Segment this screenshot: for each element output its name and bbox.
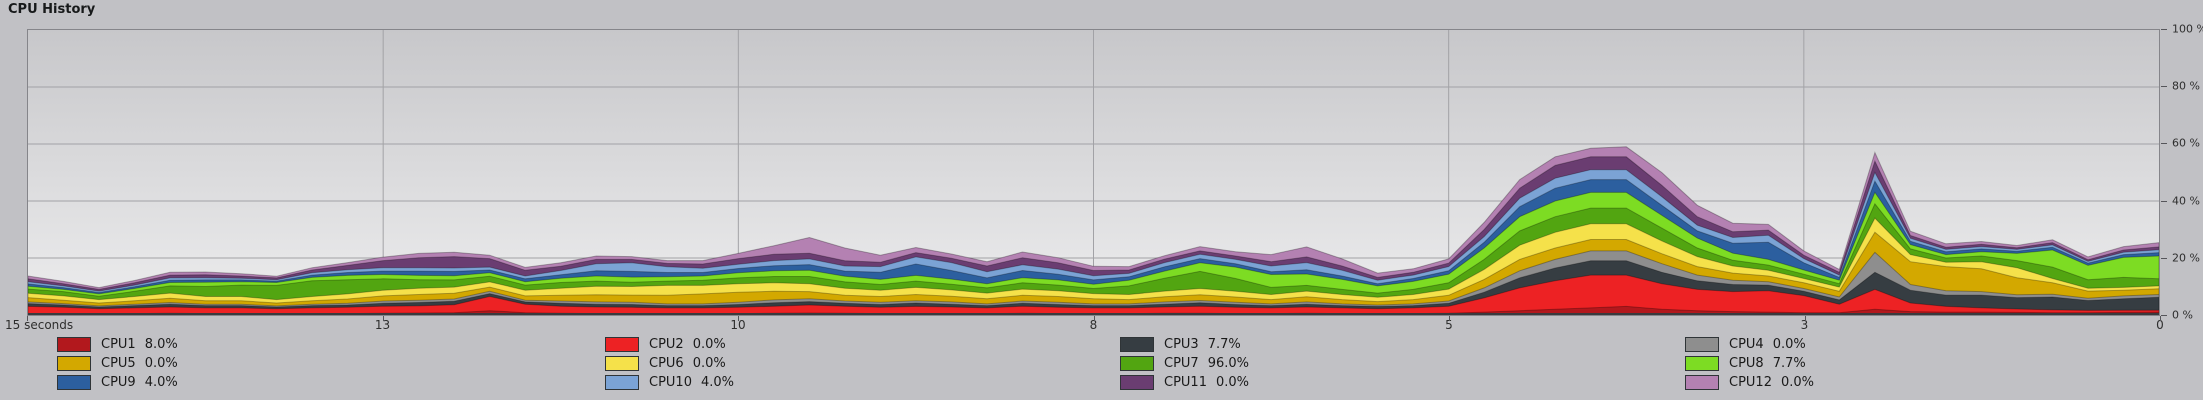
cpu6-color-swatch (605, 356, 639, 371)
legend-item-cpu8: CPU8 7.7% (1685, 356, 1814, 371)
cpu8-label: CPU8 (1729, 356, 1764, 371)
x-tick-mark (2160, 316, 2161, 321)
cpu11-value: 0.0% (1215, 375, 1250, 390)
cpu1-color-swatch (57, 337, 91, 352)
y-tick-mark (2161, 315, 2167, 316)
cpu4-label: CPU4 (1729, 337, 1764, 352)
cpu1-value: 8.0% (144, 337, 178, 352)
stacked-area-chart (28, 30, 2159, 315)
cpu7-color-swatch (1120, 356, 1154, 371)
cpu9-color-swatch (57, 375, 91, 390)
x-tick-mark (382, 316, 384, 321)
y-tick-mark (2161, 86, 2167, 88)
y-tick-label: 60 % (2172, 136, 2200, 150)
y-tick-mark (2161, 29, 2167, 30)
cpu11-label: CPU11 (1164, 375, 1207, 390)
y-tick-label: 100 % (2172, 22, 2203, 36)
legend-item-cpu5: CPU5 0.0% (57, 356, 178, 371)
y-tick-mark (2161, 257, 2167, 259)
y-tick-label: 40 % (2172, 194, 2200, 208)
cpu3-value: 7.7% (1207, 337, 1241, 352)
y-tick-label: 0 % (2172, 308, 2193, 322)
cpu12-label: CPU12 (1729, 375, 1772, 390)
cpu-history-chart (27, 29, 2160, 316)
cpu7-value: 96.0% (1207, 356, 1250, 371)
cpu9-label: CPU9 (101, 375, 136, 390)
cpu7-label: CPU7 (1164, 356, 1199, 371)
x-tick-label: 5 (1445, 318, 1453, 332)
cpu4-value: 0.0% (1772, 337, 1806, 352)
x-tick-label: 13 (374, 318, 391, 332)
legend-item-cpu2: CPU2 0.0% (605, 337, 734, 352)
cpu8-color-swatch (1685, 356, 1719, 371)
x-tick-mark (738, 316, 739, 321)
cpu6-label: CPU6 (649, 356, 684, 371)
x-tick-mark (1804, 316, 1806, 321)
cpu12-value: 0.0% (1780, 375, 1815, 390)
cpu8-value: 7.7% (1772, 356, 1806, 371)
x-tick-mark (27, 316, 28, 321)
legend-item-cpu10: CPU10 4.0% (605, 375, 734, 390)
legend-item-cpu1: CPU1 8.0% (57, 337, 178, 352)
cpu10-label: CPU10 (649, 375, 692, 390)
legend-item-cpu3: CPU3 7.7% (1120, 337, 1249, 352)
x-tick-label: 10 (730, 318, 746, 332)
y-tick-label: 20 % (2172, 251, 2200, 265)
page-title: CPU History (8, 2, 96, 17)
cpu3-color-swatch (1120, 337, 1154, 352)
legend-item-cpu6: CPU6 0.0% (605, 356, 734, 371)
legend-item-cpu9: CPU9 4.0% (57, 375, 178, 390)
cpu3-label: CPU3 (1164, 337, 1199, 352)
cpu11-color-swatch (1120, 375, 1154, 390)
cpu6-value: 0.0% (692, 356, 726, 371)
legend-column-3: CPU3 7.7% CPU7 96.0% CPU11 0.0% (1120, 337, 1249, 390)
x-tick-mark (1449, 316, 1450, 321)
x-tick-label: 8 (1089, 318, 1098, 332)
legend-item-cpu12: CPU12 0.0% (1685, 375, 1814, 390)
cpu9-value: 4.0% (144, 375, 178, 390)
cpu12-color-swatch (1685, 375, 1719, 390)
legend-column-4: CPU4 0.0% CPU8 7.7% CPU12 0.0% (1685, 337, 1814, 390)
legend-column-1: CPU1 8.0% CPU5 0.0% CPU9 4.0% (57, 337, 178, 390)
cpu5-color-swatch (57, 356, 91, 371)
x-tick-label: 3 (1800, 318, 1809, 332)
legend-item-cpu11: CPU11 0.0% (1120, 375, 1249, 390)
x-tick-label: 0 (2156, 318, 2164, 332)
cpu1-label: CPU1 (101, 337, 136, 352)
legend-column-2: CPU2 0.0% CPU6 0.0% CPU10 4.0% (605, 337, 734, 390)
legend-item-cpu7: CPU7 96.0% (1120, 356, 1249, 371)
y-tick-label: 80 % (2172, 79, 2200, 93)
cpu10-color-swatch (605, 375, 639, 390)
cpu2-color-swatch (605, 337, 639, 352)
legend-item-cpu4: CPU4 0.0% (1685, 337, 1814, 352)
y-tick-mark (2161, 143, 2167, 145)
cpu2-value: 0.0% (692, 337, 726, 352)
cpu5-value: 0.0% (144, 356, 178, 371)
cpu5-label: CPU5 (101, 356, 136, 371)
cpu2-label: CPU2 (649, 337, 684, 352)
y-tick-mark (2161, 200, 2167, 202)
x-tick-mark (1093, 316, 1095, 321)
cpu10-value: 4.0% (700, 375, 735, 390)
x-tick-label: 15 seconds (5, 318, 74, 332)
cpu4-color-swatch (1685, 337, 1719, 352)
